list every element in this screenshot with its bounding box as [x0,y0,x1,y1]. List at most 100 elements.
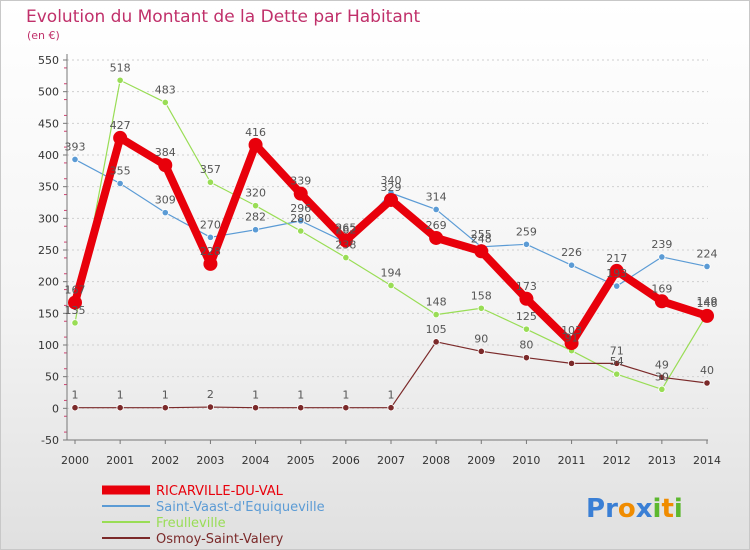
data-label: 71 [610,344,624,357]
logo-letter: P [586,494,605,524]
data-label: 167 [65,284,86,297]
logo-letter: i [653,494,662,524]
data-label: 149 [697,295,718,308]
data-point [161,98,169,107]
data-label: 173 [516,280,537,293]
data-label: 416 [245,126,266,139]
data-point [477,304,485,312]
data-label: 357 [200,163,221,176]
data-label: 194 [381,266,402,279]
data-point [384,192,398,207]
data-label: 193 [606,267,627,280]
y-tick-label: 50 [45,371,59,384]
data-point [703,262,711,271]
data-label: 280 [290,212,311,225]
x-tick-label: 2004 [242,454,270,467]
data-label: 146 [697,297,718,310]
data-point [658,253,666,261]
data-point [700,308,714,323]
x-tick-label: 2008 [422,454,450,467]
y-tick-label: 400 [38,149,59,162]
data-label: 2 [207,388,214,401]
legend-label: RICARVILLE-DU-VAL [156,484,284,499]
legend: RICARVILLE-DU-VALSaint-Vaast-d'Equiquevi… [102,484,325,547]
data-point [613,359,621,367]
data-point [297,404,305,412]
data-label: 238 [335,239,356,252]
data-label: 30 [655,370,669,383]
data-label: 296 [290,202,311,215]
x-tick-label: 2009 [467,454,495,467]
y-tick-label: 0 [52,402,59,415]
x-tick-label: 2012 [603,454,631,467]
proxiti-logo: Proxiti [586,494,683,524]
logo-letter: r [605,494,618,524]
legend-label: Saint-Vaast-d'Equiqueville [156,500,325,515]
data-point [203,256,218,271]
data-point [429,230,444,245]
data-label: 105 [426,323,447,336]
data-point [613,370,621,378]
x-tick-label: 2001 [106,454,134,467]
data-point [474,244,489,259]
data-label: 135 [65,304,86,317]
chart-title: Evolution du Montant de la Dette par Hab… [26,7,421,27]
y-tick-label: 250 [38,244,59,257]
data-label: 226 [561,246,582,259]
data-label: 158 [471,289,492,302]
grid [67,59,708,409]
x-tick-label: 2006 [332,454,360,467]
data-point [342,254,350,262]
data-label: 1 [388,389,395,402]
x-tick-label: 2005 [287,454,315,467]
data-label: 239 [651,238,672,251]
data-point [567,359,576,367]
data-point [613,282,621,290]
data-point [251,226,260,234]
y-tick-label: 200 [38,276,59,289]
data-label: 393 [65,140,86,153]
data-label: 262 [335,223,356,236]
data-label: 1 [297,389,304,402]
data-point [206,403,215,411]
data-label: 103 [561,324,582,337]
x-tick-label: 2014 [693,454,721,467]
data-label: 518 [110,61,131,74]
x-tick-label: 2003 [196,454,224,467]
data-label: 340 [381,174,402,187]
y-tick-label: 100 [38,339,59,352]
data-point [251,404,260,412]
data-point [567,261,576,269]
data-label: 270 [200,218,221,231]
data-point [519,291,534,306]
legend-label: Freulleville [156,516,226,531]
data-label: 384 [155,146,176,159]
data-label: 1 [117,389,124,402]
data-label: 309 [155,194,176,207]
y-tick-label: 550 [38,54,59,67]
y-tick-label: 450 [38,117,59,130]
data-point [206,233,215,241]
data-label: 217 [606,252,627,265]
data-point [251,202,260,210]
data-label: 169 [651,282,672,295]
data-label: 259 [516,225,537,238]
data-point [387,404,395,412]
logo-letter: x [636,494,653,524]
data-label: 40 [700,364,714,377]
data-point [71,155,79,164]
x-tick-label: 2007 [377,454,405,467]
data-point [522,240,531,248]
y-tick-label: -50 [41,434,59,447]
data-label: 80 [519,339,533,352]
data-point [161,209,169,217]
data-point [432,338,440,346]
data-point [387,281,395,290]
data-label: 1 [342,389,349,402]
data-point [68,295,82,310]
data-point [113,130,128,145]
data-label: 282 [245,211,266,224]
x-tick-label: 2011 [558,454,586,467]
chart-subtitle: (en €) [27,29,60,42]
x-tick-label: 2013 [648,454,676,467]
